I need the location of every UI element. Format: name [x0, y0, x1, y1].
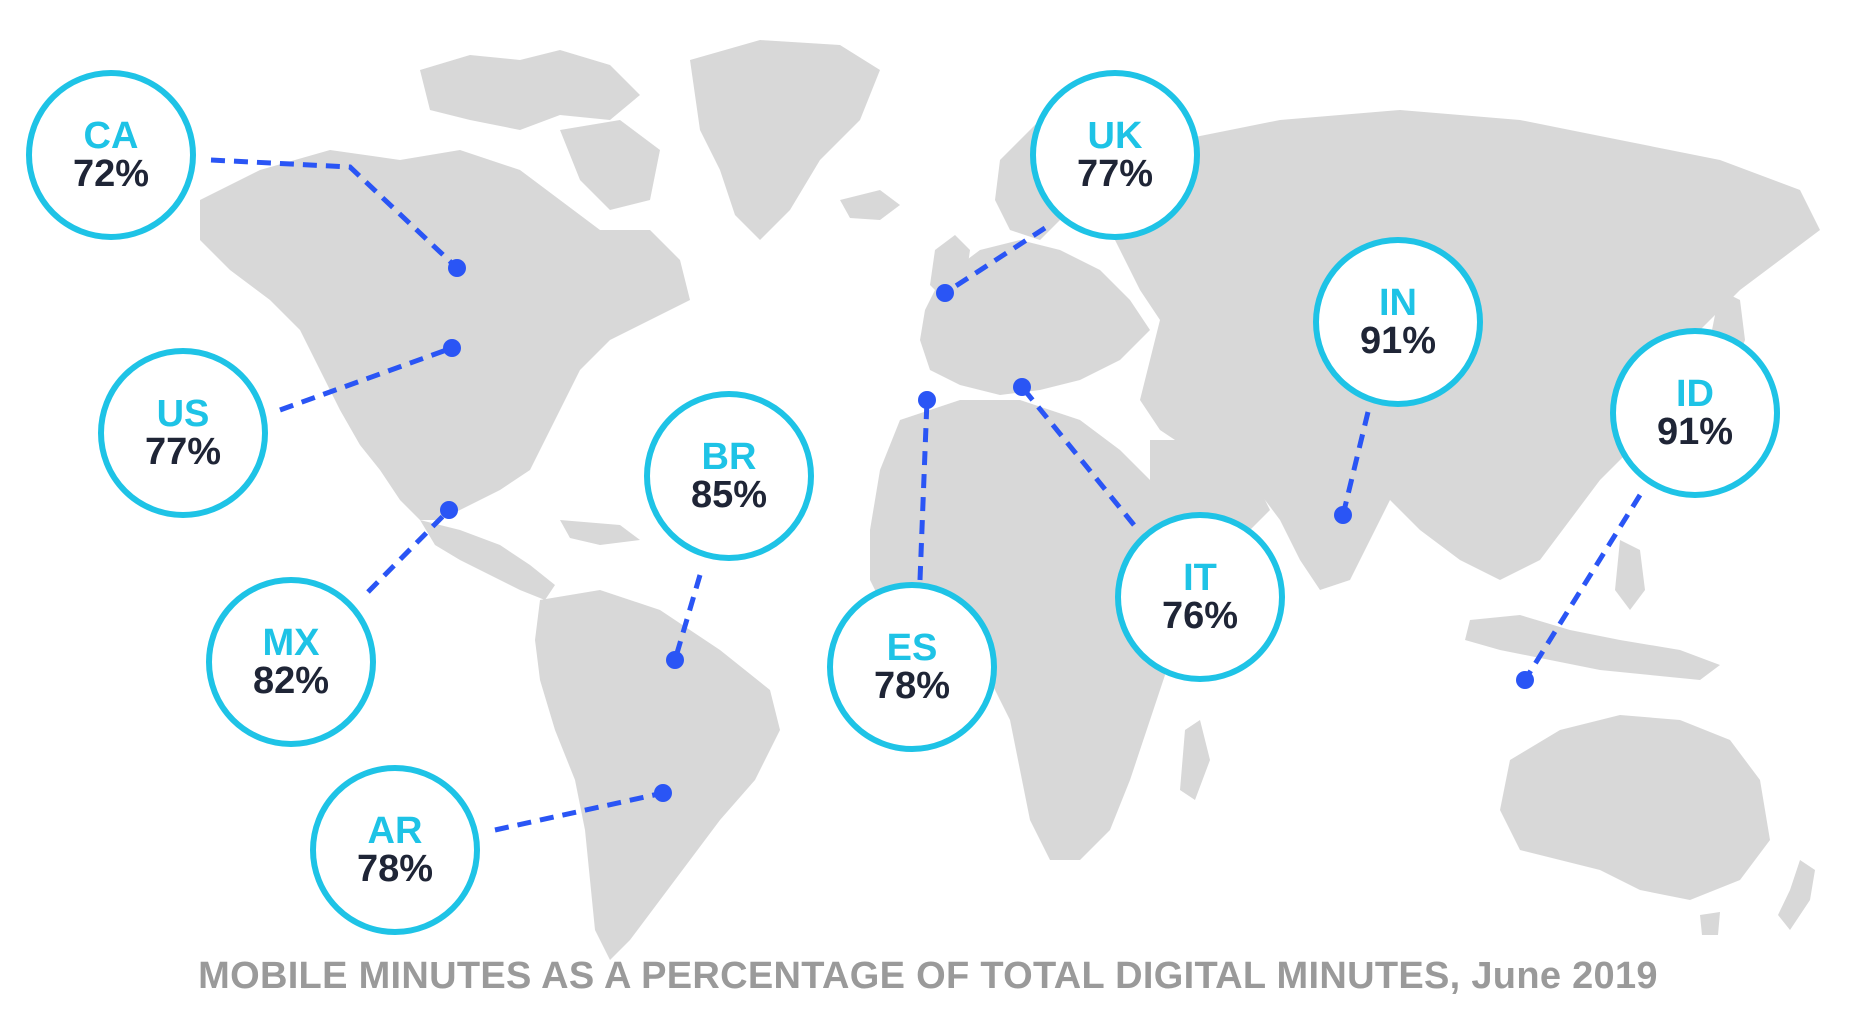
iceland [840, 190, 900, 220]
country-code: MX [262, 622, 320, 664]
connector-us [279, 345, 453, 413]
europe [920, 240, 1150, 395]
caribbean [560, 520, 640, 545]
callout-in: IN 91% [1313, 237, 1483, 407]
madagascar [1180, 720, 1210, 800]
dot-in [1334, 506, 1352, 524]
africa [870, 400, 1190, 860]
callout-id: ID 91% [1610, 328, 1780, 498]
connector-es [917, 399, 930, 581]
south-america [535, 590, 780, 960]
callout-ca: CA 72% [26, 70, 196, 240]
connector-br [672, 574, 703, 661]
country-code: UK [1087, 115, 1143, 157]
mobile-share-value: 91% [1656, 411, 1734, 453]
dot-es [918, 391, 936, 409]
mobile-share-value: 85% [690, 474, 768, 516]
connector-uk [943, 225, 1047, 296]
new-zealand [1778, 860, 1815, 930]
callout-br: BR 85% [644, 391, 814, 561]
mobile-share-value: 77% [144, 431, 222, 473]
dot-br [666, 651, 684, 669]
mobile-share-value: 72% [72, 153, 150, 195]
callout-it: IT 76% [1115, 512, 1285, 682]
country-code: CA [83, 115, 139, 157]
dot-ca [448, 259, 466, 277]
mobile-share-value: 76% [1161, 595, 1239, 637]
connector-mx [366, 508, 451, 594]
country-code: US [156, 393, 210, 435]
mobile-share-value: 78% [873, 665, 951, 707]
dot-uk [936, 284, 954, 302]
dot-id [1516, 671, 1534, 689]
connectors [210, 157, 1643, 833]
map-caption: MOBILE MINUTES AS A PERCENTAGE OF TOTAL … [198, 955, 1658, 997]
callout-uk: UK 77% [1030, 70, 1200, 240]
location-dots [440, 259, 1534, 802]
country-code: ES [886, 627, 938, 669]
baffin-island [560, 120, 660, 210]
connector-ca [210, 157, 459, 270]
connector-ar [494, 790, 664, 833]
mobile-share-value: 78% [356, 848, 434, 890]
callout-es: ES 78% [827, 582, 997, 752]
australia [1500, 715, 1770, 900]
connector-id [1522, 493, 1643, 682]
central-america [420, 520, 555, 600]
country-code: BR [701, 436, 757, 478]
country-code: IN [1379, 282, 1417, 324]
mobile-share-value: 77% [1076, 153, 1154, 195]
country-code: IT [1183, 557, 1217, 599]
callout-mx: MX 82% [206, 577, 376, 747]
greenland [690, 40, 880, 240]
mobile-share-value: 91% [1359, 320, 1437, 362]
mobile-share-value: 82% [252, 660, 330, 702]
country-code: AR [367, 810, 423, 852]
southeast-asia-islands [1465, 615, 1720, 680]
dot-us [443, 339, 461, 357]
connector-it [1020, 385, 1136, 527]
dot-it [1013, 378, 1031, 396]
callout-us: US 77% [98, 348, 268, 518]
philippines [1615, 540, 1645, 610]
tasmania [1700, 912, 1720, 935]
arctic-islands [420, 50, 640, 130]
connector-in [1340, 411, 1371, 516]
north-america [200, 150, 690, 520]
dot-mx [440, 501, 458, 519]
callout-ar: AR 78% [310, 765, 480, 935]
country-code: ID [1676, 373, 1714, 415]
dot-ar [654, 784, 672, 802]
